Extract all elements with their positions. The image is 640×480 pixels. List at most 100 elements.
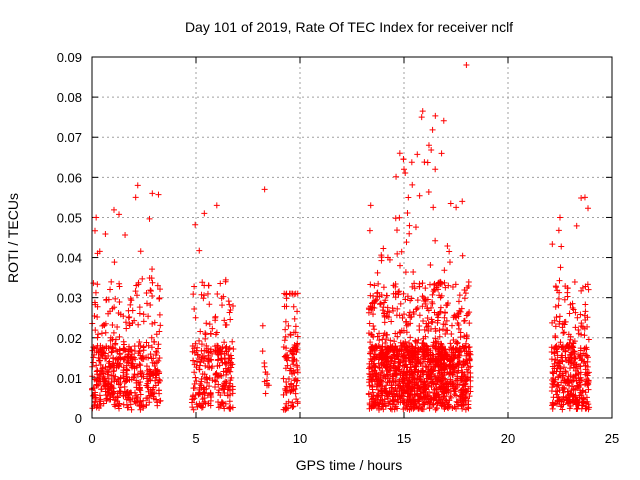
data-point — [554, 357, 561, 364]
data-point — [204, 290, 211, 297]
data-point — [427, 262, 434, 269]
data-point — [112, 340, 119, 347]
data-point — [418, 114, 425, 121]
data-point — [441, 314, 448, 321]
data-point — [582, 301, 589, 308]
data-point — [107, 308, 114, 315]
data-point — [553, 345, 560, 352]
data-point — [574, 397, 581, 404]
data-point — [366, 370, 373, 377]
data-point — [392, 403, 399, 410]
data-point — [105, 369, 112, 376]
data-point — [393, 227, 400, 234]
data-point — [282, 326, 289, 333]
data-point — [203, 385, 210, 392]
data-point — [123, 359, 130, 366]
data-point — [105, 345, 112, 352]
data-point — [114, 378, 121, 385]
data-point — [441, 267, 448, 274]
data-point — [140, 373, 147, 380]
data-point — [153, 349, 160, 356]
data-point — [156, 355, 163, 362]
data-point — [581, 312, 588, 319]
data-point — [457, 308, 464, 315]
data-point — [116, 350, 123, 357]
data-point — [94, 250, 101, 257]
data-point — [574, 314, 581, 321]
data-point — [292, 323, 299, 330]
data-point — [464, 376, 471, 383]
data-point — [156, 398, 163, 405]
data-point — [123, 371, 130, 378]
data-point — [228, 374, 235, 381]
data-point — [110, 394, 117, 401]
data-point — [575, 371, 582, 378]
data-point — [155, 345, 162, 352]
data-point — [422, 386, 429, 393]
data-point — [421, 326, 428, 333]
data-point — [433, 405, 440, 412]
data-point — [227, 352, 234, 359]
data-point — [230, 303, 237, 310]
data-point — [108, 387, 115, 394]
data-point — [220, 368, 227, 375]
data-point — [92, 327, 99, 334]
data-point — [381, 386, 388, 393]
data-point — [411, 391, 418, 398]
data-point — [145, 384, 152, 391]
data-point — [223, 348, 230, 355]
data-point — [403, 384, 410, 391]
data-point — [374, 289, 381, 296]
data-point — [437, 304, 444, 311]
data-point — [421, 381, 428, 388]
data-point — [394, 250, 401, 257]
data-point — [392, 215, 399, 222]
data-point — [564, 388, 571, 395]
data-point — [428, 325, 435, 332]
data-point — [447, 363, 454, 370]
data-point — [153, 331, 160, 338]
data-point — [566, 310, 573, 317]
data-point — [201, 292, 208, 299]
data-point — [397, 329, 404, 336]
data-point — [569, 357, 576, 364]
data-point — [365, 391, 372, 398]
data-point — [446, 259, 453, 266]
data-point — [461, 287, 468, 294]
data-point — [559, 344, 566, 351]
data-point — [581, 358, 588, 365]
data-point — [135, 321, 142, 328]
data-point — [396, 150, 403, 157]
data-point — [435, 376, 442, 383]
data-point — [107, 334, 114, 341]
data-point — [402, 318, 409, 325]
data-point — [196, 362, 203, 369]
data-point — [377, 351, 384, 358]
data-point — [200, 384, 207, 391]
data-point — [433, 390, 440, 397]
data-point — [155, 379, 162, 386]
data-point — [221, 339, 228, 346]
data-point — [436, 327, 443, 334]
data-point — [428, 316, 435, 323]
data-point — [436, 369, 443, 376]
data-point — [404, 388, 411, 395]
data-point — [446, 248, 453, 255]
data-point — [120, 345, 127, 352]
data-point — [394, 399, 401, 406]
data-point — [423, 371, 430, 378]
data-point — [229, 390, 236, 397]
data-point — [585, 286, 592, 293]
data-point — [371, 362, 378, 369]
data-point — [94, 334, 101, 341]
data-point — [194, 351, 201, 358]
data-point — [147, 287, 154, 294]
data-point — [567, 390, 574, 397]
data-point — [371, 367, 378, 374]
data-point — [575, 326, 582, 333]
data-point — [145, 313, 152, 320]
data-point — [437, 383, 444, 390]
data-point — [430, 396, 437, 403]
data-point — [549, 399, 556, 406]
data-point — [443, 389, 450, 396]
